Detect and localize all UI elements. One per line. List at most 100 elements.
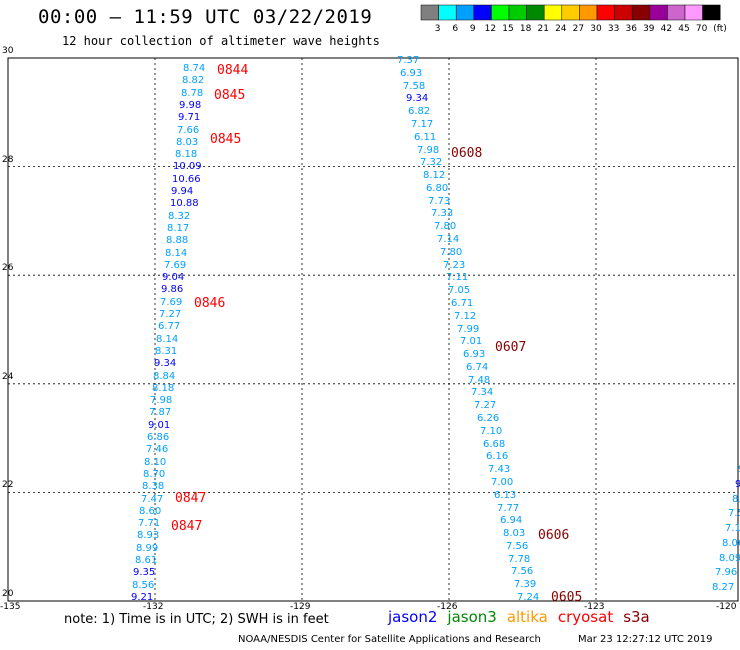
- legend-label: 45: [678, 24, 689, 34]
- wave-height-value: 6.77: [158, 321, 181, 332]
- longitude-label: -132: [143, 602, 164, 612]
- legend-label: 24: [555, 24, 567, 34]
- units-note: note: 1) Time is in UTC; 2) SWH is in fe…: [64, 612, 329, 627]
- wave-height-value: 8.12: [423, 170, 446, 181]
- wave-height-value: 7.80: [434, 221, 457, 232]
- legend-label: 12: [485, 24, 496, 34]
- wave-height-value: 7.39: [514, 579, 537, 590]
- pass-time-label: 0606: [538, 528, 570, 543]
- wave-height-value: 6.16: [486, 451, 509, 462]
- wave-height-value: 7.58: [403, 81, 426, 92]
- wave-height-value: 8.10: [144, 457, 167, 468]
- wave-height-value: 6.68: [483, 439, 506, 450]
- wave-height-value: 6.13: [494, 490, 517, 501]
- satellite-s3a: s3a: [623, 608, 650, 626]
- wave-height-value: 7.23: [443, 260, 466, 271]
- latitude-label: 28: [2, 154, 14, 165]
- wave-height-value: 6.94: [500, 515, 523, 526]
- wave-height-value: 6.26: [477, 413, 500, 424]
- wave-height-value: 6.74: [466, 362, 489, 373]
- satellite-jason2: jason2: [388, 608, 438, 626]
- longitude-label: -129: [290, 602, 311, 612]
- pass-time-label: 0845: [214, 88, 246, 103]
- wave-height-value: 7.99: [457, 324, 480, 335]
- wave-height-value: 10.66: [172, 174, 201, 185]
- legend-label: 39: [643, 24, 655, 34]
- wave-height-value: 8.14: [165, 248, 188, 259]
- longitude-label: -120: [716, 602, 737, 612]
- longitude-label: -135: [0, 602, 21, 612]
- wave-height-value: 7.33: [431, 208, 454, 219]
- legend-label: 33: [608, 24, 619, 34]
- wave-height-value: 7.14: [437, 234, 460, 245]
- wave-height-value: 7.43: [488, 464, 511, 475]
- wave-height-value: 7.73: [428, 196, 451, 207]
- wave-height-value: 7.98: [150, 395, 173, 406]
- wave-height-value: 7.01: [460, 336, 483, 347]
- wave-height-value: 7.66: [177, 125, 200, 136]
- generated-timestamp: Mar 23 12:27:12 UTC 2019: [578, 634, 713, 645]
- wave-height-value: 9.34: [154, 358, 177, 369]
- wave-height-value: 6.86: [147, 432, 170, 443]
- wave-height-value: 7.47: [141, 494, 164, 505]
- wave-height-value: 8.84: [153, 371, 176, 382]
- wave-height-value: 6.93: [463, 349, 486, 360]
- map-frame: [7, 57, 739, 602]
- legend-label: 30: [590, 24, 602, 34]
- wave-height-value: 8.78: [181, 88, 204, 99]
- wave-height-value: 9.04: [162, 272, 185, 283]
- wave-height-value: 8.60: [139, 506, 162, 517]
- wave-height-value: 9.: [735, 479, 740, 490]
- color-legend: 3 6 9 12 15 18 21 24 27 30 33 36 39 42 45 70 (ft): [420, 4, 727, 34]
- wave-height-value: 8.38: [142, 481, 165, 492]
- credit-line: NOAA/NESDIS Center for Satellite Applica…: [238, 634, 541, 645]
- wave-height-value: 8.61: [135, 555, 158, 566]
- wave-height-value: 8.18: [175, 149, 198, 160]
- legend-label: 15: [502, 24, 513, 34]
- wave-height-value: 7.37: [397, 55, 420, 66]
- wave-height-value: 7.71: [138, 518, 161, 529]
- wave-height-value: 8.27: [712, 582, 735, 593]
- wave-height-value: 7.77: [497, 503, 520, 514]
- wave-height-value: 8.06: [722, 538, 740, 549]
- wave-height-value: 7.32: [420, 157, 443, 168]
- pass-time-label: 0845: [210, 132, 242, 147]
- wave-height-value: 7.69: [160, 297, 183, 308]
- wave-height-value: 6.82: [408, 106, 431, 117]
- pass-time-label: 0847: [175, 491, 207, 506]
- satellite-jason3: jason3: [447, 608, 497, 626]
- legend-label: 27: [573, 24, 584, 34]
- wave-height-value: 7.12: [454, 311, 477, 322]
- wave-height-value: 9: [738, 464, 740, 475]
- wave-height-value: 8.82: [182, 75, 205, 86]
- satellite-legend: jason2 jason3 altika cryosat s3a: [388, 608, 660, 626]
- wave-height-value: 7.48: [468, 375, 491, 386]
- wave-height-value: 7.00: [491, 477, 514, 488]
- wave-height-value: 6.71: [451, 298, 474, 309]
- wave-height-value: 8.74: [183, 63, 206, 74]
- satellite-altika: altika: [506, 608, 548, 626]
- wave-height-value: 7.27: [474, 400, 497, 411]
- wave-height-value: 8.88: [166, 235, 189, 246]
- latitude-label: 22: [2, 480, 14, 491]
- pass-time-label: 0846: [194, 296, 226, 311]
- legend-label: 18: [520, 24, 532, 34]
- wave-height-value: 8.56: [132, 580, 155, 591]
- latitude-label: 20: [2, 589, 14, 599]
- page-title: 00:00 – 11:59 UTC 03/22/2019: [38, 6, 373, 28]
- wave-height-value: 8.32: [168, 211, 191, 222]
- wave-height-value: 7.87: [149, 407, 172, 418]
- wave-height-value: 7.27: [159, 309, 182, 320]
- page-subtitle: 12 hour collection of altimeter wave hei…: [62, 34, 380, 48]
- pass-time-label: 0847: [171, 519, 203, 534]
- wave-height-value: 9.94: [171, 186, 194, 197]
- wave-height-value: 8.: [732, 494, 740, 505]
- wave-height-value: 8.17: [167, 223, 190, 234]
- wave-height-value: 8.93: [137, 530, 160, 541]
- pass-time-label: 0607: [495, 340, 527, 355]
- wave-height-value: 7.56: [511, 566, 534, 577]
- legend-label: 9: [470, 24, 476, 34]
- wave-height-value: 7.69: [164, 260, 187, 271]
- wave-height-value: 8.18: [152, 383, 175, 394]
